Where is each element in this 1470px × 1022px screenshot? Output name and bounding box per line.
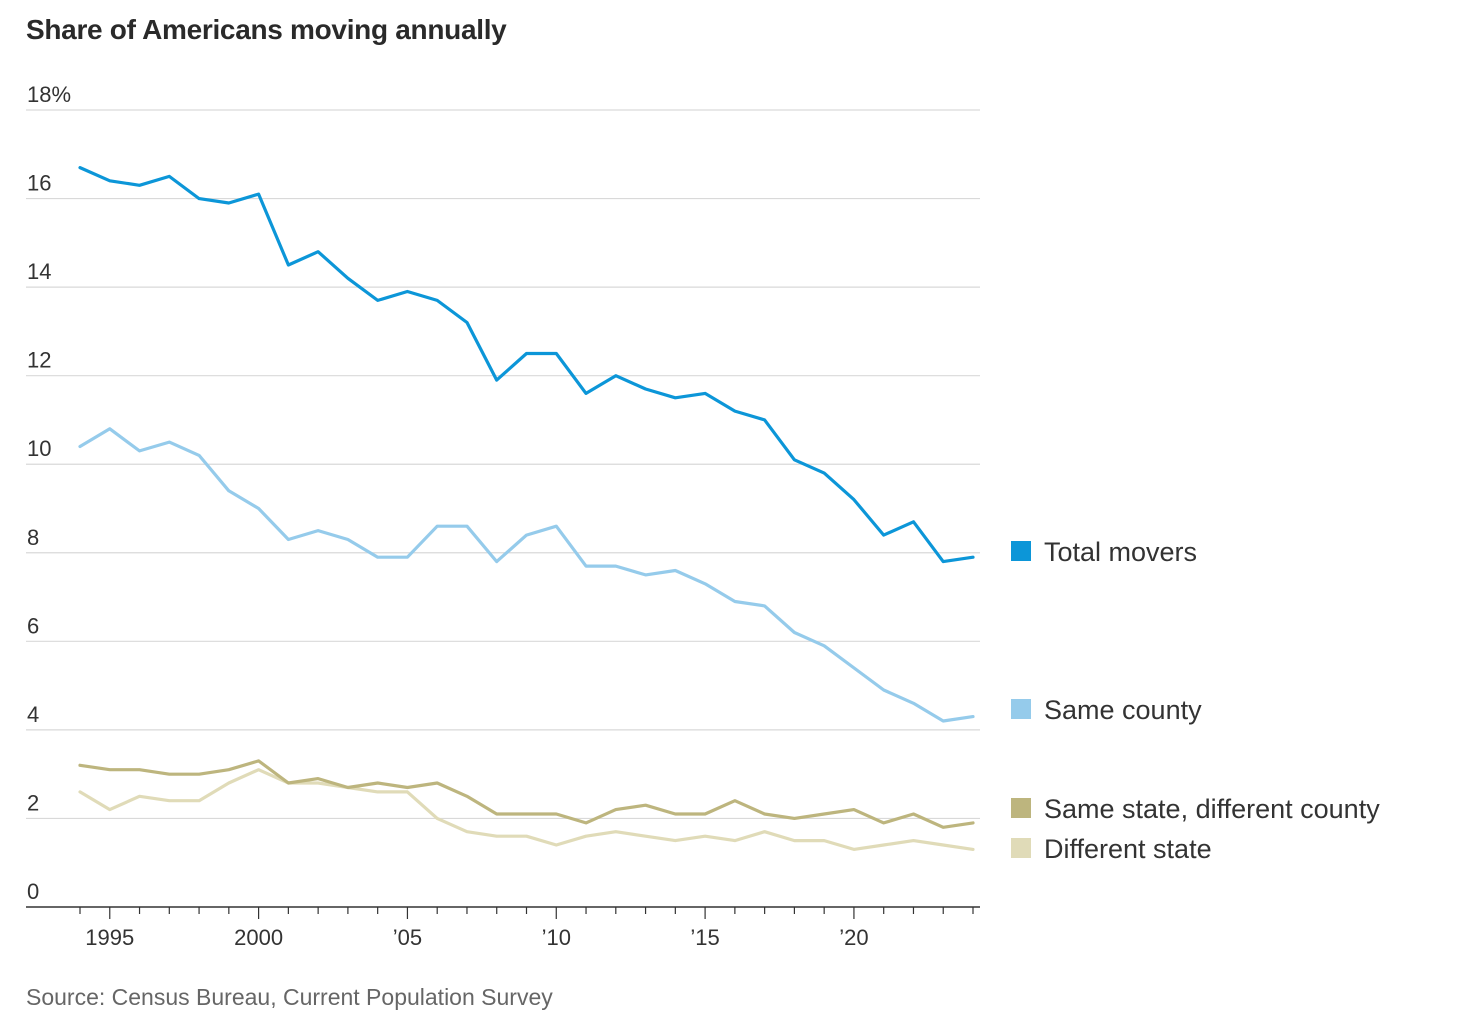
legend-label: Different state xyxy=(1044,834,1212,864)
legend-swatch xyxy=(1011,798,1031,818)
series-lines xyxy=(78,166,975,852)
x-tick-label: 2000 xyxy=(234,925,283,950)
legend-label: Total movers xyxy=(1044,537,1197,567)
legend-swatch xyxy=(1011,838,1031,858)
y-tick-label: 16 xyxy=(27,171,51,196)
legend: Total movers Same county Same state, diffe… xyxy=(1011,537,1380,864)
legend-label: Same state, different county xyxy=(1044,794,1380,824)
y-tick-label: 6 xyxy=(27,613,39,638)
y-tick-label: 10 xyxy=(27,436,51,461)
x-tick-label: 1995 xyxy=(85,925,134,950)
source-note: Source: Census Bureau, Current Populatio… xyxy=(26,984,553,1010)
series-line-different-state xyxy=(78,768,975,852)
x-tick-label: ’10 xyxy=(542,925,571,950)
gridlines xyxy=(26,109,980,820)
y-tick-label: 0 xyxy=(27,879,39,904)
legend-label: Same county xyxy=(1044,695,1202,725)
x-tick-label: ’15 xyxy=(690,925,719,950)
y-tick-label: 18% xyxy=(27,82,71,107)
y-tick-label: 2 xyxy=(27,790,39,815)
legend-swatch xyxy=(1011,541,1031,561)
series-line-same-state-different-county xyxy=(78,759,975,829)
legend-swatch xyxy=(1011,699,1031,719)
x-tick-label: ’20 xyxy=(839,925,868,950)
y-axis-ticks: 18% 16 14 12 10 8 6 4 2 0 xyxy=(27,82,71,904)
y-tick-label: 14 xyxy=(27,259,51,284)
chart-title: Share of Americans moving annually xyxy=(26,14,507,45)
y-tick-label: 4 xyxy=(27,702,39,727)
y-tick-label: 12 xyxy=(27,348,51,373)
x-axis: 1995 2000 ’05 ’10 ’15 ’20 xyxy=(26,906,980,950)
series-line-total-movers xyxy=(78,166,975,564)
series-line-same-county xyxy=(78,427,975,723)
x-tick-label: ’05 xyxy=(393,925,422,950)
y-tick-label: 8 xyxy=(27,525,39,550)
